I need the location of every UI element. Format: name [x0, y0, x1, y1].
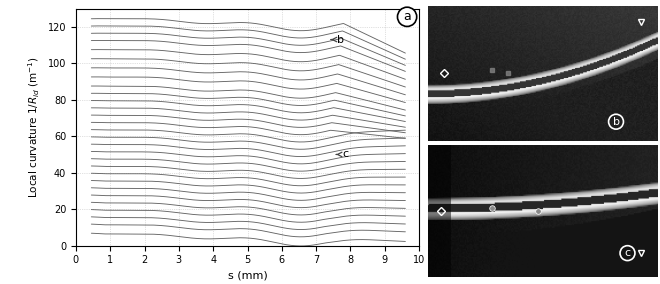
- Text: b: b: [331, 35, 344, 45]
- Y-axis label: Local curvature $1/R_{id}$ (m$^{-1}$): Local curvature $1/R_{id}$ (m$^{-1}$): [26, 56, 42, 198]
- Text: c: c: [624, 248, 630, 258]
- Text: a: a: [403, 10, 411, 23]
- Text: c: c: [337, 149, 348, 159]
- X-axis label: s (mm): s (mm): [228, 271, 267, 281]
- Text: b: b: [612, 117, 620, 127]
